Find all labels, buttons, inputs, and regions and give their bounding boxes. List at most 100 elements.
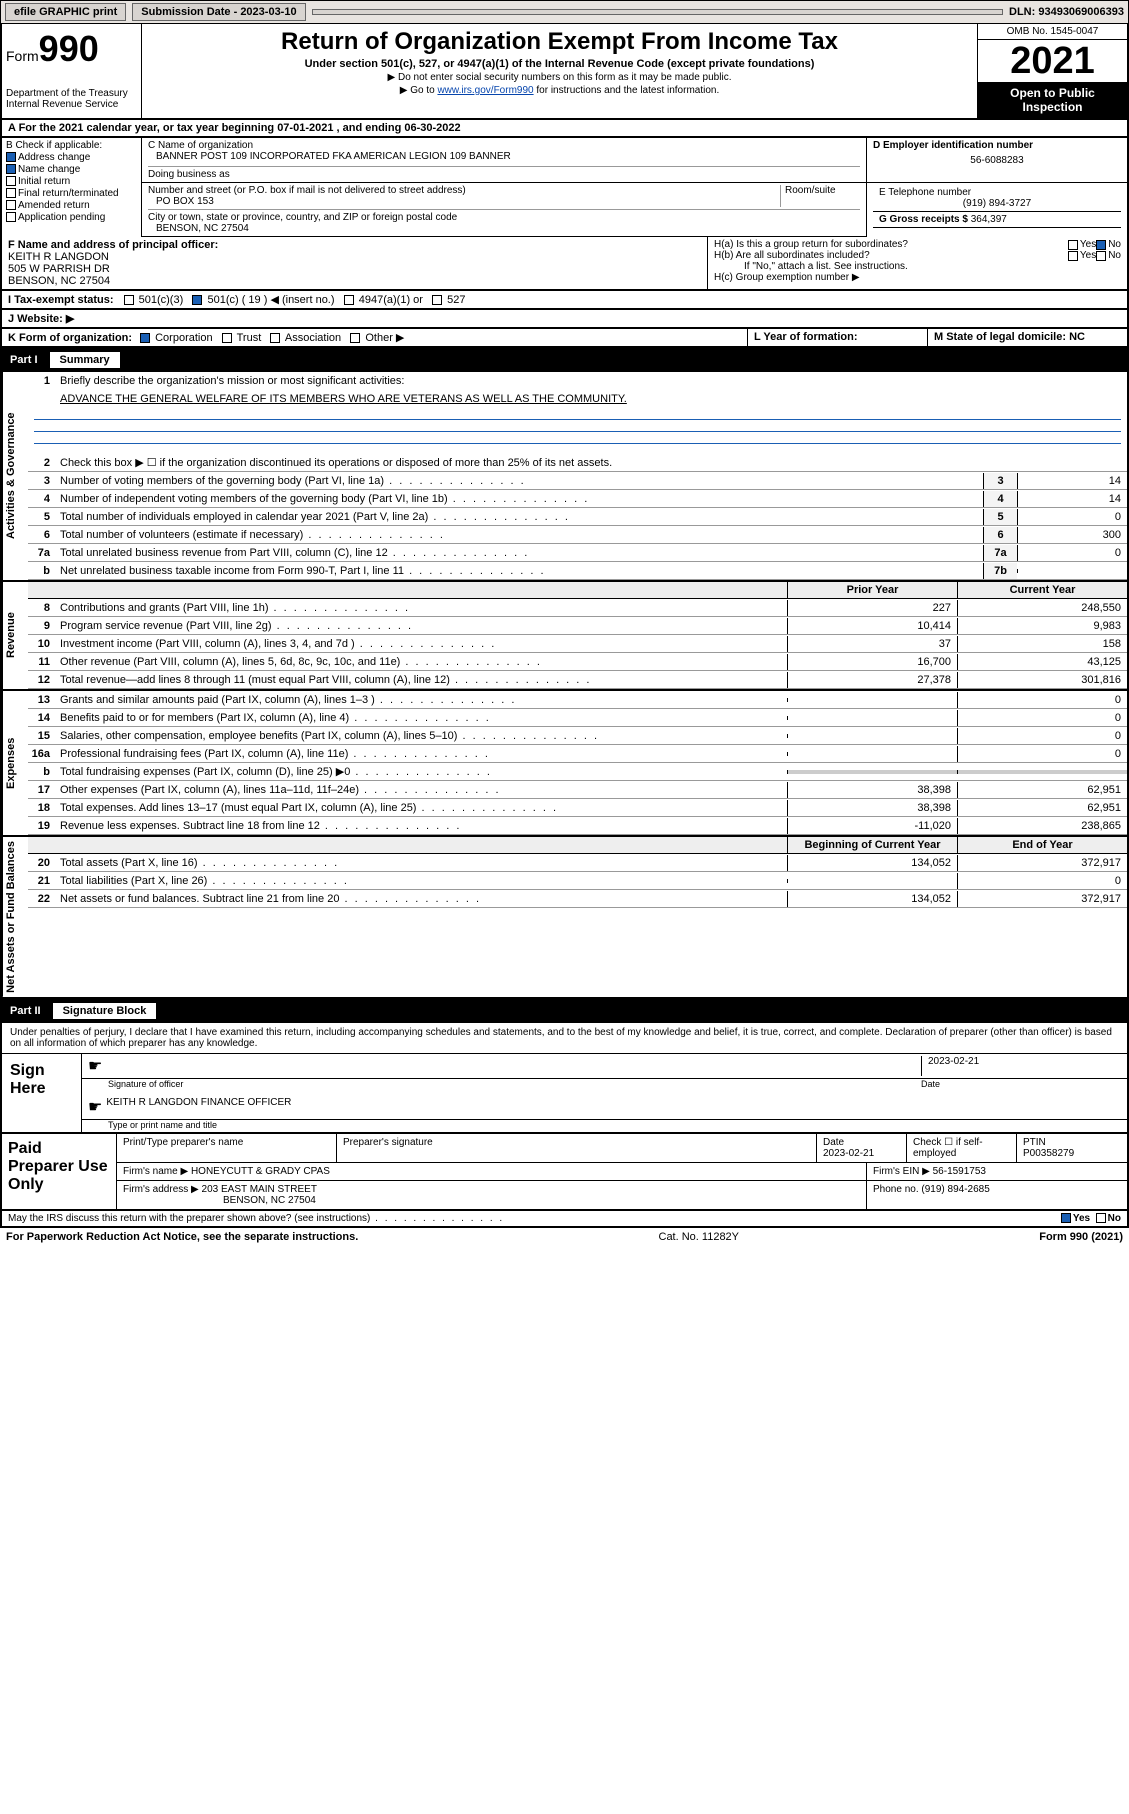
sig-officer-label: Signature of officer (88, 1079, 921, 1089)
form-header: Form990 Department of the Treasury Inter… (0, 24, 1129, 120)
org-details-column: C Name of organization BANNER POST 109 I… (142, 138, 1127, 237)
officer-signature-line[interactable] (106, 1056, 921, 1076)
checkbox-icon[interactable] (350, 333, 360, 343)
org-city: BENSON, NC 27504 (148, 223, 860, 234)
firm-addr-label: Firm's address ▶ (123, 1184, 199, 1195)
section-net-assets-or-fund-balances: Net Assets or Fund BalancesBeginning of … (0, 837, 1129, 999)
row-klm: K Form of organization: Corporation Trus… (0, 329, 1129, 348)
ha-yes: Yes (1080, 239, 1096, 250)
e-phone-label: E Telephone number (879, 187, 1115, 198)
form-subtitle: Under section 501(c), 527, or 4947(a)(1)… (148, 58, 971, 70)
i-opt-1[interactable]: 501(c) ( 19 ) ◀ (insert no.) (192, 294, 343, 306)
discuss-row: May the IRS discuss this return with the… (0, 1211, 1129, 1228)
page-footer: For Paperwork Reduction Act Notice, see … (0, 1228, 1129, 1246)
firm-phone-label: Phone no. (873, 1184, 919, 1195)
firm-name-label: Firm's name ▶ (123, 1166, 188, 1177)
b-check-2[interactable]: Initial return (6, 176, 137, 187)
line-15: 15Salaries, other compensation, employee… (28, 727, 1127, 745)
checkbox-icon[interactable] (192, 295, 202, 305)
line-b: bTotal fundraising expenses (Part IX, co… (28, 763, 1127, 781)
discuss-yes-check[interactable] (1061, 1213, 1071, 1223)
part2-header: Part II Signature Block (0, 999, 1129, 1023)
checkbox-icon[interactable] (6, 164, 16, 174)
c-name-label: C Name of organization (148, 140, 860, 151)
year-box: OMB No. 1545-0047 2021 Open to Public In… (977, 24, 1127, 118)
b-check-5[interactable]: Application pending (6, 212, 137, 223)
signature-block: Under penalties of perjury, I declare th… (0, 1023, 1129, 1134)
line-19: 19Revenue less expenses. Subtract line 1… (28, 817, 1127, 835)
hb-yes-check[interactable] (1068, 251, 1078, 261)
checkbox-icon[interactable] (344, 295, 354, 305)
checkbox-icon[interactable] (124, 295, 134, 305)
checkbox-icon[interactable] (6, 200, 16, 210)
b-check-0[interactable]: Address change (6, 152, 137, 163)
discuss-yes: Yes (1073, 1213, 1090, 1224)
ha-label: H(a) Is this a group return for subordin… (714, 239, 1068, 250)
checkbox-icon[interactable] (140, 333, 150, 343)
line-13: 13Grants and similar amounts paid (Part … (28, 691, 1127, 709)
sign-here-row: Sign Here ☛ 2023-02-21 Signature of offi… (2, 1053, 1127, 1132)
discuss-text: May the IRS discuss this return with the… (8, 1213, 1061, 1224)
i-opt-3[interactable]: 527 (432, 294, 475, 306)
prep-date-value: 2023-02-21 (823, 1148, 874, 1159)
note2-pre: ▶ Go to (400, 85, 438, 96)
f-officer-box: F Name and address of principal officer:… (2, 237, 707, 289)
preparer-header-row: Print/Type preparer's name Preparer's si… (117, 1134, 1127, 1163)
hb-no-check[interactable] (1096, 251, 1106, 261)
ein-value: 56-6088283 (873, 155, 1121, 166)
part1-title: Summary (50, 352, 120, 368)
checkbox-icon[interactable] (6, 212, 16, 222)
line-10: 10Investment income (Part VIII, column (… (28, 635, 1127, 653)
paperwork-notice: For Paperwork Reduction Act Notice, see … (6, 1231, 358, 1243)
ha-no: No (1108, 239, 1121, 250)
efile-topbar: efile GRAPHIC print Submission Date - 20… (0, 0, 1129, 24)
hb-yes: Yes (1080, 250, 1096, 261)
checkbox-icon[interactable] (270, 333, 280, 343)
k-opt-2[interactable]: Association (270, 332, 350, 344)
dept-treasury: Department of the Treasury Internal Reve… (6, 88, 137, 110)
i-opt-2[interactable]: 4947(a)(1) or (344, 294, 432, 306)
checkbox-icon[interactable] (6, 152, 16, 162)
k-opt-0[interactable]: Corporation (140, 332, 222, 344)
form-title-box: Return of Organization Exempt From Incom… (142, 24, 977, 118)
checkbox-icon[interactable] (222, 333, 232, 343)
firm-ein-label: Firm's EIN ▶ (873, 1166, 930, 1177)
note2-post: for instructions and the latest informat… (534, 85, 720, 96)
i-label: I Tax-exempt status: (8, 294, 114, 306)
side-label: Expenses (2, 691, 28, 835)
ha-yes-check[interactable] (1068, 240, 1078, 250)
b-check-1[interactable]: Name change (6, 164, 137, 175)
line-8: 8Contributions and grants (Part VIII, li… (28, 599, 1127, 617)
ptin-value: P00358279 (1023, 1148, 1074, 1159)
submission-date-box: Submission Date - 2023-03-10 (132, 3, 305, 21)
phone-value: (919) 894-3727 (879, 198, 1115, 209)
prep-sig-col: Preparer's signature (337, 1134, 817, 1162)
k-opt-1[interactable]: Trust (222, 332, 271, 344)
row-a-text: A For the 2021 calendar year, or tax yea… (8, 122, 461, 134)
hb-no: No (1108, 250, 1121, 261)
i-opt-0[interactable]: 501(c)(3) (124, 294, 193, 306)
discuss-no-check[interactable] (1096, 1213, 1106, 1223)
form-title: Return of Organization Exempt From Incom… (148, 28, 971, 56)
k-label: K Form of organization: (8, 332, 132, 344)
j-label: J Website: ▶ (8, 313, 74, 325)
line-17: 17Other expenses (Part IX, column (A), l… (28, 781, 1127, 799)
ha-no-check[interactable] (1096, 240, 1106, 250)
checkbox-icon[interactable] (432, 295, 442, 305)
topbar-spacer (312, 9, 1003, 15)
section-expenses: Expenses13Grants and similar amounts pai… (0, 691, 1129, 837)
k-opt-3[interactable]: Other ▶ (350, 332, 413, 344)
officer-printed-name: KEITH R LANGDON FINANCE OFFICER (106, 1097, 291, 1117)
h-group-box: H(a) Is this a group return for subordin… (707, 237, 1127, 289)
dln-label: DLN: 93493069006393 (1009, 6, 1124, 18)
b-check-4[interactable]: Amended return (6, 200, 137, 211)
checkbox-column-b: B Check if applicable: Address changeNam… (2, 138, 142, 237)
ein-box: D Employer identification number 56-6088… (867, 138, 1127, 183)
summary-line-3: 3Number of voting members of the governi… (28, 472, 1127, 490)
efile-print-button[interactable]: efile GRAPHIC print (5, 3, 126, 21)
checkbox-icon[interactable] (6, 188, 16, 198)
irs-form990-link[interactable]: www.irs.gov/Form990 (437, 85, 533, 96)
phone-receipts-box: E Telephone number (919) 894-3727 G Gros… (867, 183, 1127, 237)
checkbox-icon[interactable] (6, 176, 16, 186)
b-check-3[interactable]: Final return/terminated (6, 188, 137, 199)
